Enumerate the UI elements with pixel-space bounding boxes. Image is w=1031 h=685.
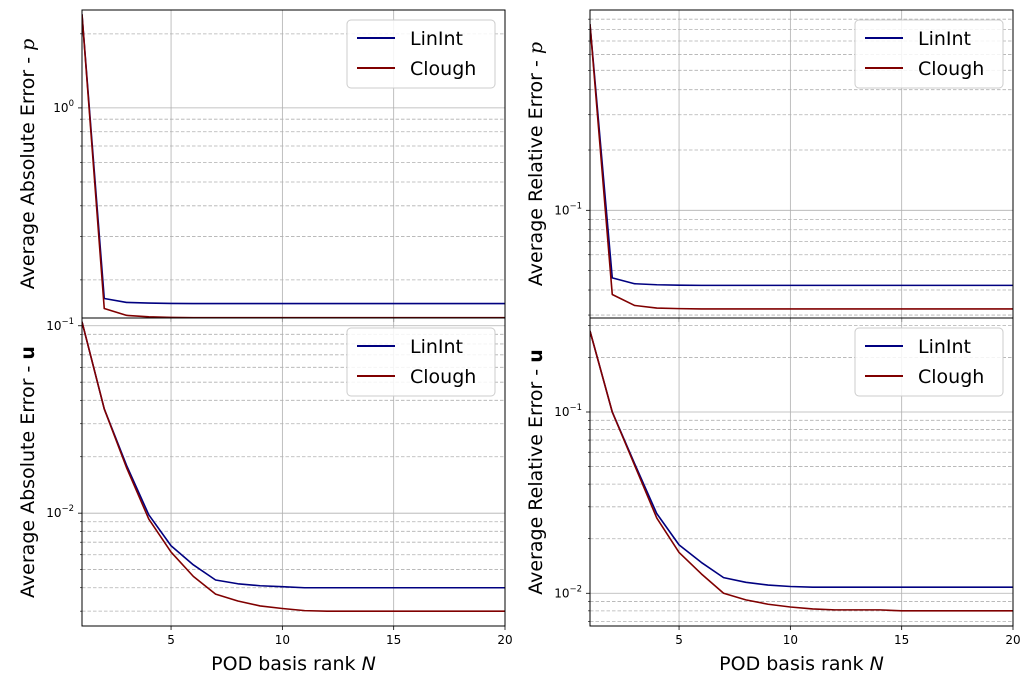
x-tick-label: 20 — [497, 633, 512, 647]
x-tick-label: 15 — [894, 633, 909, 647]
grid — [82, 10, 505, 318]
panel-bottom-left: 5 10 15 20 10−1 10−2 Average Absolute Error - … — [17, 317, 513, 675]
legend-label: LinInt — [918, 336, 971, 358]
y-axis-label: Average Relative Error - u — [525, 349, 547, 595]
panel-top-left: 100 Average Absolute Error - p LinInt Cloug… — [17, 9, 506, 322]
series-group — [82, 321, 505, 612]
x-tick-label: 10 — [275, 633, 290, 647]
y-tick-label: 100 — [53, 99, 74, 115]
series-group — [590, 24, 1013, 310]
legend: LinInt Clough — [346, 19, 496, 89]
series-line-linint — [590, 24, 1013, 287]
y-tick-label: 10−1 — [554, 403, 582, 419]
y-tick-label: 10−2 — [554, 584, 582, 600]
panel-top-right: 10−1 Average Relative Error - p LinInt Clou… — [525, 9, 1014, 322]
y-axis-label: Average Absolute Error - u — [17, 346, 39, 598]
panel-bottom-right: 5 10 15 20 10−1 10−2 Average Relative Error - … — [525, 317, 1021, 675]
legend: LinInt Clough — [854, 327, 1004, 397]
legend-label: Clough — [410, 58, 476, 80]
legend-label: Clough — [918, 366, 984, 388]
series-line-linint — [590, 330, 1013, 589]
legend-label: LinInt — [410, 28, 463, 50]
legend-label: LinInt — [410, 336, 463, 358]
x-tick-label: 20 — [1005, 633, 1020, 647]
y-tick-label: 10−1 — [554, 201, 582, 217]
x-tick-label: 15 — [386, 633, 401, 647]
y-tick-label: 10−2 — [46, 504, 74, 520]
legend-label: Clough — [410, 366, 476, 388]
series-group — [590, 330, 1013, 612]
series-line-clough — [590, 330, 1013, 612]
axes-frame — [589, 317, 1014, 627]
legend: LinInt Clough — [346, 327, 496, 397]
x-tick-label: 5 — [167, 633, 175, 647]
series-line-clough — [82, 321, 505, 612]
x-tick-label: 5 — [675, 633, 683, 647]
legend: LinInt Clough — [854, 19, 1004, 89]
legend-label: LinInt — [918, 28, 971, 50]
series-line-clough — [590, 24, 1013, 310]
series-line-linint — [82, 14, 505, 305]
axes-frame — [81, 317, 506, 627]
series-line-linint — [82, 321, 505, 589]
y-axis-label: Average Relative Error - p — [525, 42, 547, 286]
x-axis-label: POD basis rank N — [719, 653, 884, 675]
legend-label: Clough — [918, 58, 984, 80]
x-tick-label: 10 — [783, 633, 798, 647]
y-axis-label: Average Absolute Error - p — [17, 39, 39, 290]
y-tick-label: 10−1 — [46, 317, 74, 333]
x-axis-label: POD basis rank N — [211, 653, 376, 675]
